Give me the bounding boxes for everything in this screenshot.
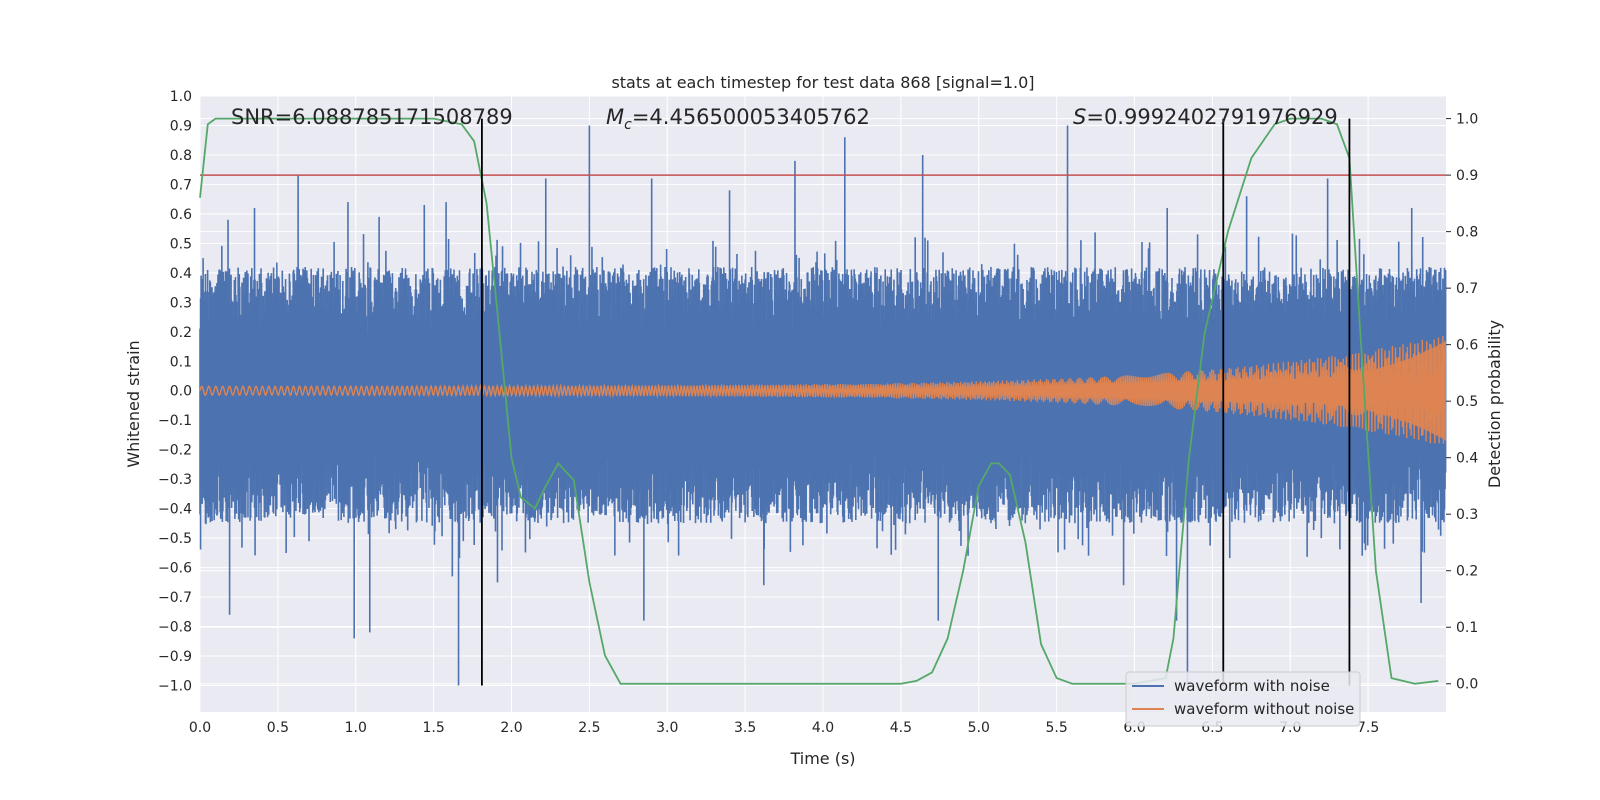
y-axis-label: Whitened strain [124,340,143,467]
y-tick-label: 0.8 [170,148,192,164]
plot-series [199,117,1447,686]
y-tick-label: 0.7 [170,177,192,193]
y2-tick-label: 0.2 [1456,564,1478,580]
significance-annotation: S=0.9992402791976929 [1073,105,1338,129]
y2-tick-label: 0.6 [1456,338,1478,354]
y2-tick-label: 0.0 [1456,677,1478,693]
y-tick-label: −0.4 [158,502,192,518]
y-tick-label: 0.3 [170,295,192,311]
legend-label-with-noise: waveform with noise [1174,677,1330,695]
y-tick-label: 0.0 [170,384,192,400]
y2-axis-label: Detection probability [1485,320,1504,488]
y-tick-label: −0.9 [158,649,192,665]
y-tick-label: −0.3 [158,472,192,488]
y2-tick-label: 0.7 [1456,281,1478,297]
y-tick-label: −0.5 [158,531,192,547]
chirp-mass-annotation: Mc=4.456500053405762 [606,105,870,133]
chirp-mass-value: =4.456500053405762 [632,105,870,129]
y2-tick-label: 0.4 [1456,451,1478,467]
y-axis-ticks: 1.0 0.9 0.8 0.7 0.6 0.5 0.4 0.3 0.2 0.1 0.0 −0.1 −0.… [158,89,192,694]
chirp-mass-subscript: c [624,117,632,133]
y-tick-label: 0.6 [170,207,192,223]
clean-waveform-merger [1165,340,1446,441]
legend-box [1125,671,1361,727]
y-tick-label: 0.5 [170,236,192,252]
x-tick-label: 0.5 [267,720,289,736]
y-tick-label: −0.7 [158,590,192,606]
y-tick-label: 0.2 [170,325,192,341]
x-tick-label: 3.5 [734,720,756,736]
x-tick-label: 1.0 [345,720,367,736]
x-tick-label: 0.0 [189,720,211,736]
significance-symbol: S [1073,105,1086,129]
x-tick-label: 5.0 [968,720,990,736]
y2-tick-label: 1.0 [1456,112,1478,128]
chart-title: stats at each timestep for test data 868… [611,73,1034,92]
x-tick-label: 2.0 [500,720,522,736]
y2-tick-label: 0.9 [1456,168,1478,184]
y-tick-label: 0.9 [170,118,192,134]
y-tick-label: −0.1 [158,413,192,429]
x-tick-label: 5.5 [1045,720,1067,736]
x-tick-label: 2.5 [578,720,600,736]
chirp-mass-symbol: M [606,105,624,129]
x-tick-label: 4.0 [812,720,834,736]
x-tick-label: 4.5 [890,720,912,736]
y-tick-label: 1.0 [170,89,192,105]
x-tick-label: 3.0 [656,720,678,736]
legend-label-without-noise: waveform without noise [1174,700,1354,718]
y2-tick-label: 0.5 [1456,394,1478,410]
y2-tick-label: 0.3 [1456,507,1478,523]
y2-axis-ticks: 1.0 0.9 0.8 0.7 0.6 0.5 0.4 0.3 0.2 0.1 0.0 [1446,112,1478,693]
x-axis-ticks: 0.0 0.5 1.0 1.5 2.0 2.5 3.0 3.5 4.0 4.5 5.0 5.5 6.0 6… [189,720,1379,736]
y-tick-label: −1.0 [158,678,192,694]
significance-value: =0.9992402791976929 [1086,105,1337,129]
y-tick-label: 0.4 [170,266,192,282]
y2-tick-label: 0.1 [1456,620,1478,636]
y2-tick-label: 0.8 [1456,225,1478,241]
x-tick-label: 7.5 [1357,720,1379,736]
x-axis-label: Time (s) [789,749,855,768]
snr-annotation: SNR=6.088785171508789 [231,105,513,129]
legend: waveform with noise waveform without noi… [1125,671,1361,727]
y-tick-label: −0.2 [158,443,192,459]
y-tick-label: −0.6 [158,561,192,577]
y-tick-label: −0.8 [158,620,192,636]
x-tick-label: 1.5 [422,720,444,736]
y-tick-label: 0.1 [170,354,192,370]
